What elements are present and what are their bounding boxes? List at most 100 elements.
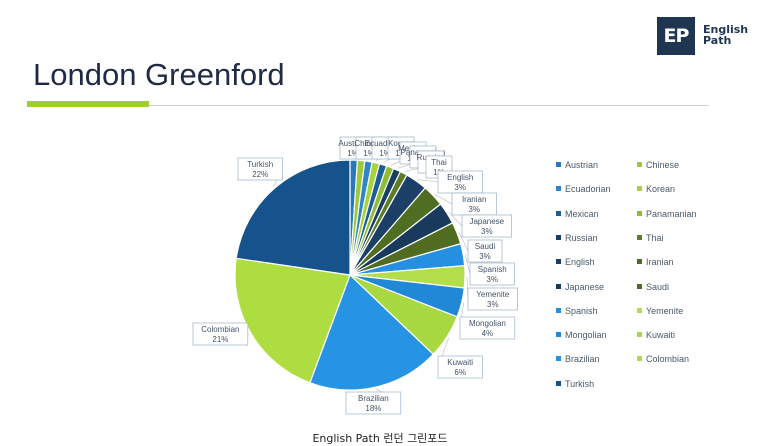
data-label-percent: 3%: [468, 205, 480, 214]
data-label-callouts: Austrian1%Chinese1%Ecuadorian1%Korean1%M…: [192, 136, 518, 415]
data-label-percent: 3%: [454, 183, 466, 192]
legend-item-colombian: Colombian: [637, 354, 689, 364]
legend-label: Ecuadorian: [565, 184, 611, 195]
data-label-category: Yemenite: [476, 290, 510, 299]
legend-item-austrian: Austrian: [556, 160, 598, 170]
callout-leader-english: [417, 179, 439, 183]
data-label-category: Chinese: [354, 139, 384, 148]
callout-leader-iranian: [434, 194, 453, 205]
pie-slice-colombian: [234, 257, 351, 384]
legend-label: Turkish: [565, 378, 595, 389]
legend-swatch: [637, 332, 642, 338]
data-label-box: [237, 157, 283, 181]
legend-swatch: [556, 332, 561, 338]
data-label-percent: 3%: [487, 300, 499, 309]
legend-label: Russian: [565, 232, 598, 243]
legend-swatch: [637, 210, 642, 216]
legend-swatch: [556, 259, 561, 265]
data-label-percent: 1%: [363, 149, 375, 158]
data-label-percent: 1%: [347, 149, 359, 158]
legend-label: Austrian: [565, 160, 599, 170]
data-label-percent: 4%: [482, 329, 494, 338]
legend-swatch: [556, 210, 561, 216]
legend-swatch: [637, 307, 642, 313]
legend-label: Japanese: [565, 281, 605, 292]
data-label-box: [467, 239, 503, 263]
data-label-box: [437, 355, 483, 379]
logo-wordmark: English Path: [703, 23, 749, 46]
legend-label: Chinese: [646, 160, 680, 170]
legend-label: Korean: [646, 184, 676, 195]
data-label-category: Colombian: [201, 325, 239, 334]
logo-line-1: English: [703, 23, 749, 36]
legend-label: Mongolian: [565, 330, 607, 341]
legend-item-mongolian: Mongolian: [556, 330, 607, 340]
data-label-box: [192, 322, 249, 346]
image-caption: English Path 런던 그린포드: [312, 432, 448, 445]
chart-legend: Austrian Chinese Ecuadorian Korean Mexican Pa…: [556, 160, 736, 400]
data-label-percent: 18%: [365, 404, 381, 413]
legend-item-chinese: Chinese: [637, 160, 679, 170]
data-label-percent: 3%: [479, 252, 491, 261]
data-label-category: Turkish: [247, 160, 273, 169]
callout-leader-japanese: [448, 211, 463, 227]
data-label-box: [345, 391, 402, 415]
legend-label: Yemenite: [646, 305, 684, 316]
legend-item-kuwaiti: Kuwaiti: [637, 330, 675, 340]
data-label-category: Mongolian: [469, 319, 506, 328]
legend-label: Panamanian: [646, 208, 697, 219]
slide-title: London Greenford: [33, 57, 285, 92]
legend-item-korean: Korean: [637, 184, 675, 194]
legend-label: English: [565, 257, 595, 268]
data-label-category: Saudi: [475, 242, 496, 251]
legend-swatch: [556, 380, 561, 386]
data-label-category: Brazilian: [358, 394, 389, 403]
data-label-category: Ecuadorian: [365, 139, 405, 148]
data-label-category: Japanese: [469, 217, 504, 226]
legend-item-mexican: Mexican: [556, 209, 599, 219]
legend-item-japanese: Japanese: [556, 282, 604, 292]
legend-label: Iranian: [646, 257, 674, 268]
data-label-percent: 3%: [481, 227, 493, 236]
legend-swatch: [556, 162, 561, 167]
legend-label: Mexican: [565, 208, 599, 219]
data-label-category: Kuwaiti: [447, 358, 473, 367]
legend-swatch: [637, 283, 642, 289]
legend-swatch: [637, 259, 642, 265]
legend-label: Brazilian: [565, 354, 600, 365]
data-label-category: Iranian: [462, 195, 486, 204]
legend-label: Colombian: [646, 354, 690, 365]
legend-swatch: [637, 356, 642, 362]
pie-slice-brazilian: [309, 273, 435, 391]
legend-item-panamanian: Panamanian: [637, 209, 697, 219]
legend-label: Kuwaiti: [646, 330, 676, 341]
legend-item-iranian: Iranian: [637, 257, 674, 267]
data-label-percent: 21%: [212, 335, 228, 344]
title-accent-bar: [27, 101, 149, 107]
data-label-category: English: [447, 173, 473, 182]
logo-mark: EP: [657, 17, 695, 55]
legend-swatch: [637, 186, 642, 192]
data-label-box: [459, 316, 516, 340]
data-label-box: [467, 287, 518, 311]
legend-swatch: [637, 162, 642, 167]
legend-item-brazilian: Brazilian: [556, 354, 600, 364]
legend-item-spanish: Spanish: [556, 306, 598, 316]
legend-label: Spanish: [565, 305, 598, 316]
data-label-percent: 22%: [252, 170, 268, 179]
legend-item-turkish: Turkish: [556, 379, 594, 389]
data-label-category: Austrian: [338, 139, 367, 148]
title-divider: [149, 105, 709, 106]
english-path-logo: EP English Path: [657, 17, 749, 55]
legend-swatch: [556, 234, 561, 240]
pie-chart: Austrian1%Chinese1%Ecuadorian1%Korean1%M…: [192, 136, 518, 415]
data-label-category: Spanish: [478, 265, 507, 274]
